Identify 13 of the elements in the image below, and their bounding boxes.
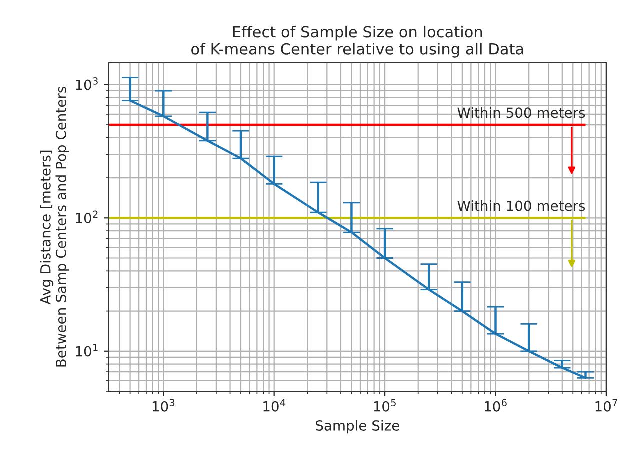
ref-line-label: Within 500 meters	[458, 107, 586, 118]
y-tick-label: 10$^{3}$	[76, 78, 98, 90]
x-tick-label: 10$^{6}$	[485, 399, 507, 412]
y-axis-title: Avg Distance [meters] Between Samp Centers and Pop Centers	[40, 87, 70, 367]
x-tick-label: 10$^{5}$	[374, 399, 396, 412]
ref-line-label: Within 100 meters	[458, 200, 586, 212]
chart-title: Effect of Sample Size on location of K-means Center relative to using all Data	[192, 26, 524, 58]
y-tick-label: 10$^{1}$	[76, 344, 98, 357]
y-tick-label: 10$^{2}$	[76, 210, 98, 224]
x-tick-label: 10$^{3}$	[152, 399, 175, 412]
x-tick-label: 10$^{7}$	[596, 399, 618, 412]
x-axis-title: Sample Size	[316, 420, 400, 434]
x-tick-label: 10$^{4}$	[264, 399, 286, 412]
